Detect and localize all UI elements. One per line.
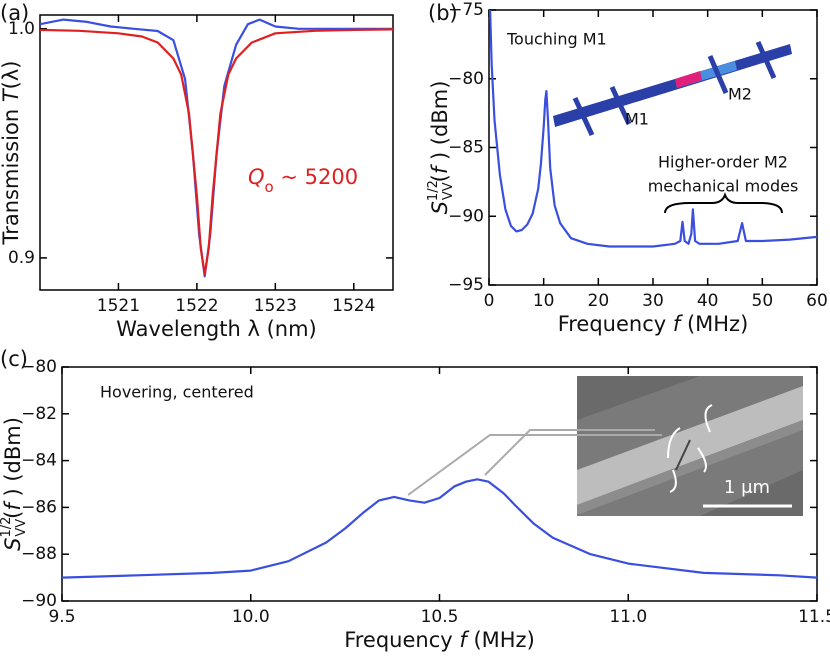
q-annotation: Qo ~ 5200 [248,165,358,196]
annotation: Hovering, centered [100,383,254,402]
x-tick-label: 11.5 [798,607,830,627]
panel-label: (b) [428,1,458,25]
label-part: 1/2 [0,517,14,538]
y-tick-label: −82 [21,404,57,424]
y-axis-label: S1/2VV(f ) (dBm) [426,81,456,215]
annotation: Higher-order M2 [658,153,788,172]
y-tick-label: −90 [21,591,57,611]
beam-inset [553,40,792,137]
label-part: f [673,312,684,336]
label-part: f [428,163,452,174]
label-part: Q [248,165,265,189]
label-part: Frequency [344,628,459,652]
x-axis-label: Wavelength λ (nm) [116,317,317,341]
label-part: f [1,500,25,511]
y-tick-label: 1.0 [8,19,35,39]
label-part: S [428,201,452,214]
x-tick-label: 9.5 [48,607,75,627]
label-part: ) (dBm) [1,417,25,503]
y-axis-label: S1/2VV(f ) (dBm) [0,417,29,551]
x-tick-label: 0 [484,291,495,311]
brace [664,192,783,214]
x-tick-label: 20 [588,291,610,311]
label-part: o [265,178,274,196]
y-tick-label: −95 [448,275,484,295]
label-part: 1/2 [426,180,441,201]
y-tick-label: −84 [21,451,57,471]
label-part: Wavelength λ (nm) [116,317,317,341]
x-axis-label: Frequency f (MHz) [344,628,535,652]
y-tick-label: −75 [448,0,484,20]
label-part: ( [428,174,452,182]
data-line [39,28,394,276]
x-tick-label: 50 [752,291,774,311]
label-part: Transmission [0,102,23,245]
label-part: Frequency [558,312,673,336]
panel-label: (c) [0,347,28,371]
x-tick-label: 10 [533,291,555,311]
annotation: M2 [728,85,752,104]
x-tick-label: 30 [642,291,664,311]
label-part: (MHz) [680,312,748,336]
label-part: T [0,87,23,102]
label-part: ( [1,511,25,519]
x-tick-label: 1524 [332,296,375,316]
scale-bar-label: 1 μm [724,477,770,498]
y-tick-label: −90 [448,206,484,226]
annotation: mechanical modes [648,177,799,196]
x-tick-label: 10.0 [232,607,270,627]
leader-line [407,434,662,496]
sem-inset [577,376,803,516]
panel-label: (a) [0,1,29,25]
leader-line [484,429,655,476]
y-tick-label: −80 [21,357,57,377]
label-part: (MHz) [467,628,535,652]
label-part: (λ) [0,61,23,90]
y-axis-label: Transmission T(λ) [0,61,23,246]
y-tick-label: −86 [21,497,57,517]
annotation: Touching M1 [506,30,607,49]
annotation: M1 [625,110,649,129]
label-part: VV [441,182,456,200]
label-part: ) (dBm) [428,81,452,167]
label-part: f [459,628,470,652]
x-tick-label: 1523 [254,296,297,316]
y-tick-label: −80 [448,69,484,89]
data-line [61,478,818,579]
x-axis-label: Frequency f (MHz) [558,312,749,336]
x-tick-label: 1522 [175,296,218,316]
data-line [489,9,818,248]
y-tick-label: −88 [21,544,57,564]
x-tick-label: 60 [806,291,828,311]
label-part: ~ 5200 [274,165,358,189]
x-tick-label: 10.5 [421,607,459,627]
plot-frame [39,14,394,291]
label-part: VV [14,519,29,537]
y-tick-label: 0.9 [8,248,35,268]
x-tick-label: 40 [697,291,719,311]
x-tick-label: 1521 [97,296,140,316]
label-part: S [1,538,25,551]
x-tick-label: 11.0 [609,607,647,627]
y-tick-label: −85 [448,138,484,158]
